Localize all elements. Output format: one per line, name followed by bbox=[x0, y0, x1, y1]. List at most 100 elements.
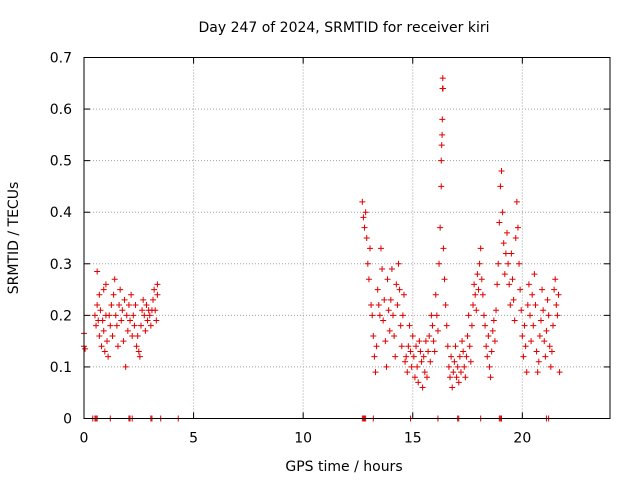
data-point bbox=[541, 338, 548, 345]
data-point bbox=[381, 296, 388, 303]
data-point bbox=[377, 245, 384, 252]
data-point bbox=[475, 286, 482, 293]
data-point bbox=[376, 312, 383, 319]
y-axis-label: SRMTID / TECUs bbox=[6, 182, 22, 295]
x-tick-label: 10 bbox=[294, 431, 312, 447]
data-point bbox=[409, 332, 416, 339]
data-point bbox=[452, 343, 459, 350]
data-point bbox=[382, 338, 389, 345]
data-point bbox=[141, 312, 148, 319]
data-point bbox=[135, 348, 142, 355]
data-point bbox=[457, 369, 464, 376]
data-point bbox=[94, 268, 101, 275]
data-point bbox=[422, 338, 429, 345]
data-point bbox=[493, 307, 500, 314]
data-point bbox=[490, 317, 497, 324]
data-point bbox=[140, 296, 147, 303]
data-point bbox=[474, 271, 481, 278]
data-point bbox=[113, 322, 120, 329]
data-point bbox=[451, 358, 458, 365]
data-point bbox=[360, 214, 367, 221]
data-point bbox=[482, 322, 489, 329]
data-point bbox=[129, 332, 136, 339]
data-point bbox=[123, 312, 130, 319]
data-point bbox=[528, 338, 535, 345]
data-point bbox=[540, 307, 547, 314]
data-point bbox=[533, 348, 540, 355]
data-point bbox=[416, 338, 423, 345]
data-point bbox=[433, 312, 440, 319]
data-point bbox=[537, 317, 544, 324]
data-point bbox=[385, 307, 392, 314]
data-point bbox=[415, 379, 422, 386]
data-point bbox=[413, 343, 420, 350]
x-axis-label: GPS time / hours bbox=[285, 459, 402, 475]
data-point bbox=[120, 338, 127, 345]
data-point bbox=[434, 327, 441, 334]
data-point bbox=[102, 281, 109, 288]
data-point bbox=[361, 224, 368, 231]
data-point bbox=[439, 75, 446, 82]
data-point bbox=[122, 363, 129, 370]
x-tick-label: 0 bbox=[80, 431, 89, 447]
data-point bbox=[460, 348, 467, 355]
data-point bbox=[368, 302, 375, 309]
data-point bbox=[375, 302, 382, 309]
data-point bbox=[402, 358, 409, 365]
data-point bbox=[399, 312, 406, 319]
data-point bbox=[112, 312, 119, 319]
tick-labels: 0 0.1 0.2 0.3 0.4 0.5 0.6 0.7 0 5 10 15 20 bbox=[50, 51, 532, 447]
data-point bbox=[363, 235, 370, 241]
data-point bbox=[471, 281, 478, 288]
data-point bbox=[524, 302, 531, 309]
data-point bbox=[461, 363, 468, 370]
data-point bbox=[489, 327, 496, 334]
data-point bbox=[393, 281, 400, 288]
data-point bbox=[531, 271, 538, 278]
data-point bbox=[116, 302, 123, 309]
data-point bbox=[91, 312, 98, 319]
data-point bbox=[532, 302, 539, 309]
data-point bbox=[98, 343, 105, 350]
data-point bbox=[372, 369, 379, 376]
data-point bbox=[100, 286, 107, 293]
data-point bbox=[438, 157, 445, 164]
data-point bbox=[139, 307, 146, 314]
data-point bbox=[152, 307, 159, 314]
data-point bbox=[463, 353, 470, 360]
data-point bbox=[134, 332, 141, 339]
data-point bbox=[497, 183, 504, 190]
data-point bbox=[136, 353, 143, 360]
data-point bbox=[496, 219, 503, 226]
data-point bbox=[420, 353, 427, 360]
data-point bbox=[511, 317, 518, 324]
data-point bbox=[529, 291, 536, 298]
data-point bbox=[438, 183, 445, 190]
data-point bbox=[465, 312, 472, 319]
data-point bbox=[144, 317, 151, 324]
data-point bbox=[408, 363, 415, 370]
data-point bbox=[93, 322, 100, 329]
data-point bbox=[439, 131, 446, 138]
data-point bbox=[362, 209, 369, 216]
data-point bbox=[364, 260, 371, 267]
data-point bbox=[100, 327, 107, 334]
data-point bbox=[114, 343, 121, 350]
data-point bbox=[414, 363, 421, 370]
data-point bbox=[484, 353, 491, 360]
data-point bbox=[512, 235, 519, 241]
data-point bbox=[464, 332, 471, 339]
data-point bbox=[520, 353, 527, 360]
plot-frame bbox=[83, 57, 611, 419]
data-point bbox=[359, 198, 366, 205]
data-point bbox=[151, 286, 158, 293]
data-point bbox=[448, 353, 455, 360]
data-point bbox=[370, 332, 377, 339]
data-point bbox=[390, 312, 397, 319]
data-point bbox=[82, 345, 89, 352]
y-tick-label: 0.6 bbox=[50, 102, 72, 118]
data-point bbox=[439, 116, 446, 123]
data-point bbox=[454, 363, 461, 370]
data-point bbox=[545, 312, 552, 319]
